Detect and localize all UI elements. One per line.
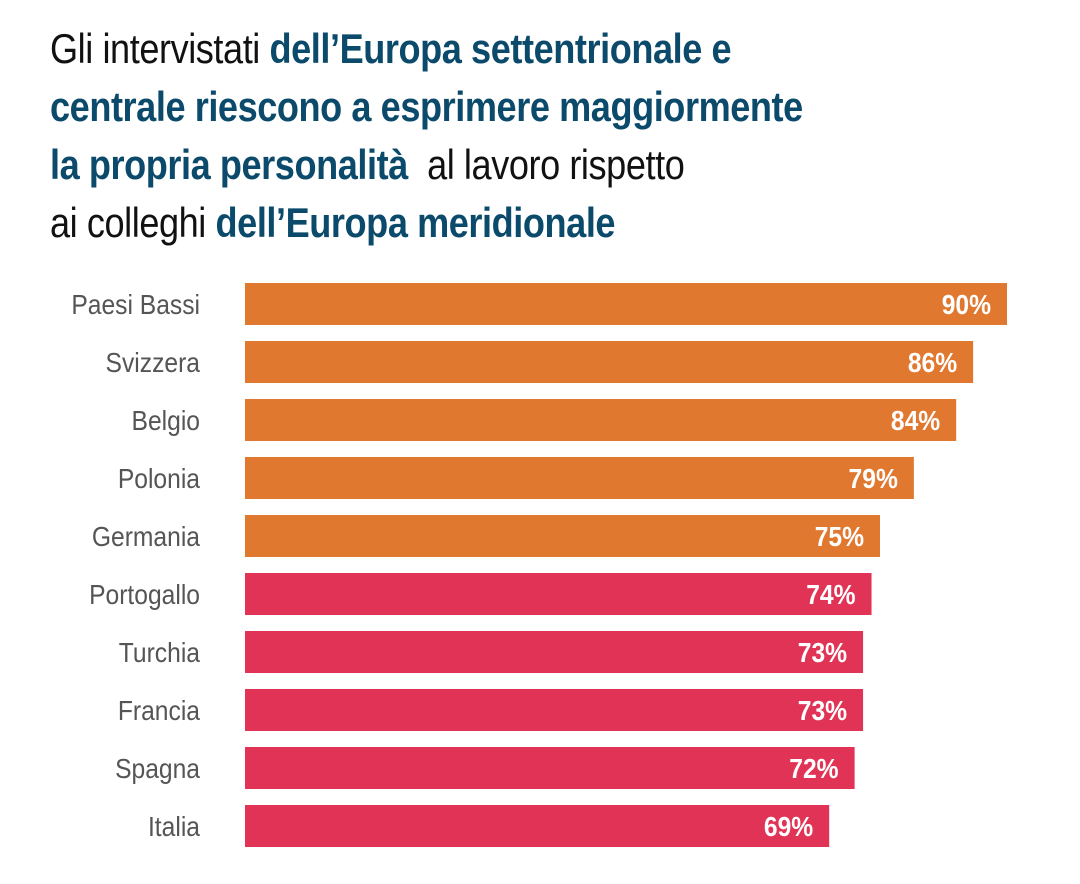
bar-italia xyxy=(245,805,830,847)
category-label: Paesi Bassi xyxy=(71,289,200,321)
value-label: 86% xyxy=(908,347,957,379)
category-label: Turchia xyxy=(119,637,201,669)
category-label: Svizzera xyxy=(106,347,201,379)
category-label: Francia xyxy=(118,695,200,727)
bar-paesi-bassi xyxy=(245,283,1007,325)
category-label: Polonia xyxy=(118,463,200,495)
category-label: Italia xyxy=(148,811,200,843)
title-line-4: ai colleghi dell’Europa meridionale xyxy=(50,199,616,246)
bar-svizzera xyxy=(245,341,974,383)
bar-francia xyxy=(245,689,864,731)
chart-title: Gli intervistati dell’Europa settentrion… xyxy=(50,20,927,252)
value-label: 72% xyxy=(789,753,838,785)
value-label: 79% xyxy=(849,463,898,495)
value-label: 74% xyxy=(806,579,855,611)
value-label: 73% xyxy=(798,695,847,727)
title-line-1: Gli intervistati dell’Europa settentrion… xyxy=(50,25,732,72)
bar-polonia xyxy=(245,457,914,499)
category-label: Spagna xyxy=(115,753,200,785)
value-label: 69% xyxy=(764,811,813,843)
value-label: 84% xyxy=(891,405,940,437)
bar-turchia xyxy=(245,631,864,673)
bar-spagna xyxy=(245,747,855,789)
category-label: Portogallo xyxy=(89,579,200,611)
value-label: 90% xyxy=(942,289,991,321)
value-label: 73% xyxy=(798,637,847,669)
category-label: Germania xyxy=(92,521,200,553)
title-line-2: centrale riescono a esprimere maggiormen… xyxy=(50,83,803,130)
bar-chart: Paesi Bassi 90% Svizzera 86% Belgio 84% Poloni… xyxy=(71,283,1007,847)
bar-germania xyxy=(245,515,880,557)
title-line-3: la propria personalità al lavoro rispett… xyxy=(50,141,685,188)
value-label: 75% xyxy=(815,521,864,553)
category-label: Belgio xyxy=(132,405,200,437)
bar-belgio xyxy=(245,399,957,441)
bar-portogallo xyxy=(245,573,872,615)
